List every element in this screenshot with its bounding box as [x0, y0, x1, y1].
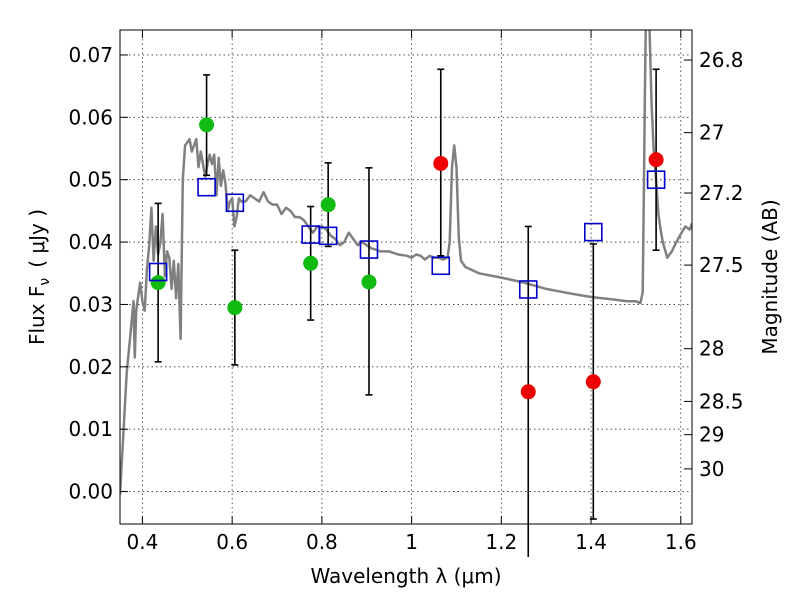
y-axis-label-sub: ν	[37, 278, 53, 286]
data-point-green	[150, 275, 166, 291]
x-tick-label: 0.8	[306, 530, 338, 554]
model-photometry-square	[646, 170, 666, 189]
y-tick-label: 0.07	[68, 43, 113, 67]
y2-tick-label: 28	[699, 337, 724, 361]
y2-tick-label: 28.5	[699, 389, 744, 413]
y-tick-label: 0.04	[68, 230, 113, 254]
model-photometry-square	[359, 240, 379, 259]
y2-tick-label: 26.8	[699, 48, 744, 72]
data-point-green	[199, 117, 215, 133]
y-axis-label-unit: ( μJy )	[25, 209, 49, 268]
y-tick-label: 0.03	[68, 292, 113, 316]
y-tick-label: 0.05	[68, 168, 113, 192]
model-photometry-square	[148, 262, 168, 282]
x-tick-label: 1.4	[575, 530, 607, 554]
data-points	[148, 68, 666, 558]
y2-tick-label: 29	[699, 423, 724, 447]
y2-tick-label: 30	[699, 457, 724, 481]
model-photometry-square	[431, 256, 451, 276]
data-point-green	[303, 255, 319, 271]
y-tick-label: 0.02	[68, 355, 113, 379]
y2-axis-ticks: 26.8 27 27.2 27.5 28 28.5 29 30	[684, 48, 744, 481]
y2-tick-label: 27.5	[699, 253, 744, 277]
x-tick-label: 1.6	[665, 530, 697, 554]
x-axis-ticks: 0.4 0.6 0.8 1 1.2 1.4 1.6	[127, 30, 697, 554]
y-tick-label: 0.01	[68, 417, 113, 441]
data-point-red	[433, 155, 449, 171]
model-photometry-square	[197, 177, 216, 197]
x-tick-label: 0.6	[216, 530, 248, 554]
plot-frame	[119, 29, 693, 525]
model-photometry-square	[584, 222, 603, 242]
x-tick-label: 1	[405, 530, 418, 554]
data-point-green	[320, 197, 336, 213]
x-tick-label: 1.2	[485, 530, 517, 554]
data-point-red	[520, 384, 536, 400]
y2-tick-label: 27	[699, 121, 724, 145]
data-point-red	[585, 374, 601, 390]
y-axis-ticks: 0.00 0.01 0.02 0.03 0.04 0.05 0.06 0.07	[68, 43, 128, 504]
x-tick-label: 0.4	[127, 530, 159, 554]
x-axis-label: Wavelength λ (μm)	[310, 564, 501, 588]
y-axis-label-main: Flux F	[25, 286, 49, 345]
data-point-red	[648, 152, 664, 168]
model-photometry-square	[225, 193, 245, 213]
model-photometry-square	[318, 226, 338, 246]
model-spectrum-line	[120, 30, 692, 495]
model-spectrum	[120, 30, 692, 495]
data-point-green	[361, 274, 377, 290]
y-axis-label: Flux Fν ( μJy )	[25, 209, 53, 345]
y-tick-label: 0.00	[68, 480, 113, 504]
model-photometry-square	[518, 280, 538, 299]
y2-axis-label: Magnitude (AB)	[758, 199, 782, 354]
y2-tick-label: 27.2	[699, 181, 744, 205]
data-point-green	[227, 300, 243, 316]
y-tick-label: 0.06	[68, 105, 113, 129]
